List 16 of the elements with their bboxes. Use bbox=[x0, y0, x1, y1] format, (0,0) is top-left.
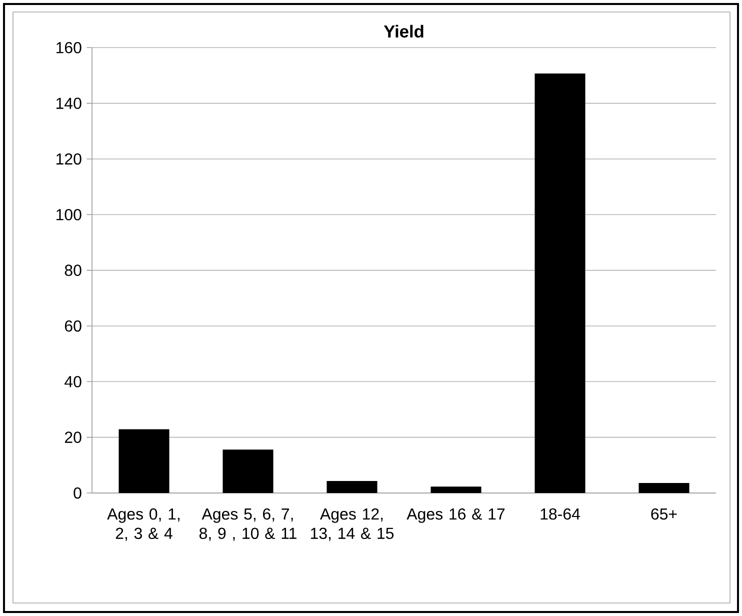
x-tick-label: 65+ bbox=[651, 508, 677, 520]
y-tick-label: 80 bbox=[64, 264, 82, 276]
y-tick-label: 160 bbox=[56, 42, 82, 54]
x-tick-label: Ages 16 & 17 bbox=[406, 508, 505, 523]
chart-title: Yield bbox=[384, 24, 424, 38]
y-tick-label: 0 bbox=[74, 487, 82, 499]
y-tick-label: 40 bbox=[64, 376, 82, 388]
y-tick-label: 120 bbox=[56, 153, 82, 165]
x-tick-label: 18-64 bbox=[540, 508, 580, 520]
y-tick-label: 60 bbox=[64, 320, 82, 332]
y-tick-label: 100 bbox=[56, 208, 82, 220]
x-tick-label: Ages 12, 13, 14 & 15 bbox=[310, 508, 394, 541]
x-tick-label: Ages 0, 1, 2, 3 & 4 bbox=[107, 508, 180, 541]
y-tick-label: 20 bbox=[64, 432, 82, 443]
x-tick-label: Ages 5, 6, 7, 8, 9 , 10 & 11 bbox=[199, 508, 296, 541]
y-tick-label: 140 bbox=[56, 98, 82, 109]
